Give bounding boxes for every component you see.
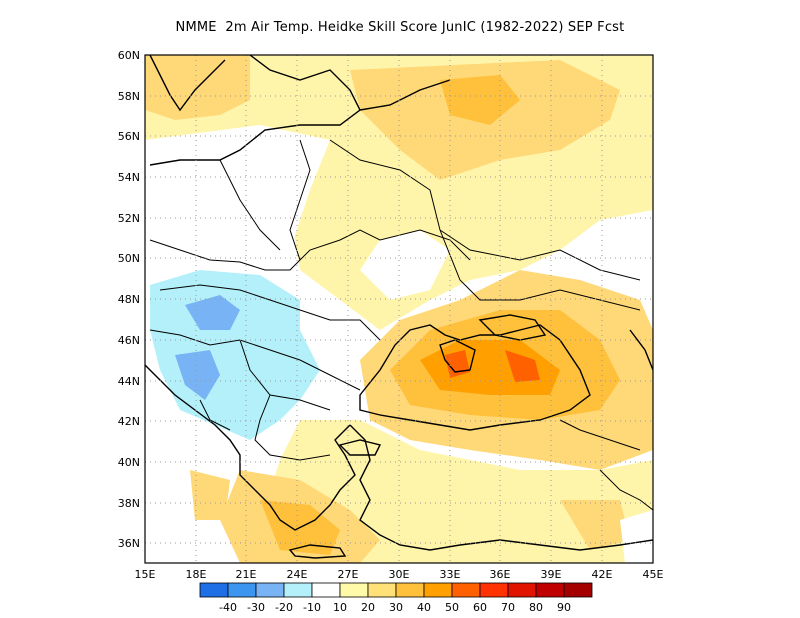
lon-label: 21E xyxy=(236,568,257,581)
field-east-orange xyxy=(560,500,630,550)
field-se-white xyxy=(620,510,653,563)
field-iberia-south xyxy=(190,470,230,520)
lon-label: 39E xyxy=(541,568,562,581)
lat-label: 50N xyxy=(118,252,140,265)
field-north-orange2 xyxy=(440,75,520,125)
colorbar-swatch xyxy=(535,582,565,598)
coastlines xyxy=(145,55,653,559)
colorbar-label: -40 xyxy=(219,601,237,614)
colorbar-swatch xyxy=(367,582,397,598)
coast-caspian xyxy=(629,329,653,371)
lon-label: 27E xyxy=(338,568,359,581)
lon-label: 42E xyxy=(592,568,613,581)
colorbar-label: 20 xyxy=(361,601,375,614)
map-title: NMME 2m Air Temp. Heidke Skill Score Jun… xyxy=(175,20,625,35)
lat-label: 44N xyxy=(118,375,140,388)
colorbar-label: 40 xyxy=(417,601,431,614)
lon-label: 24E xyxy=(287,568,308,581)
colorbar-label: -20 xyxy=(275,601,293,614)
lon-label: 45E xyxy=(643,568,664,581)
field-blue-dark2 xyxy=(175,350,220,400)
lat-label: 46N xyxy=(118,334,140,347)
lat-label: 56N xyxy=(118,130,140,143)
colorbar-swatch xyxy=(423,582,453,598)
lat-label: 60N xyxy=(118,49,140,62)
colorbar-labels: -40 -30 -20 -10 10 20 30 40 50 60 70 80 … xyxy=(219,601,571,614)
colorbar-swatch xyxy=(451,582,481,598)
colorbar-label: 50 xyxy=(445,601,459,614)
colorbar-label: 90 xyxy=(557,601,571,614)
colorbar-label: 80 xyxy=(529,601,543,614)
lon-labels: 15E 18E 21E 24E 27E 30E 33E 36E 39E 42E … xyxy=(135,568,664,581)
colorbar-swatch xyxy=(283,582,313,598)
coast-marmara xyxy=(338,439,382,456)
skill-field xyxy=(145,55,653,563)
lon-label: 15E xyxy=(135,568,156,581)
lat-label: 38N xyxy=(118,497,140,510)
colorbar xyxy=(199,582,593,598)
colorbar-swatch xyxy=(479,582,509,598)
colorbar-swatch xyxy=(227,582,257,598)
field-blue-dark xyxy=(185,295,240,330)
country-borders xyxy=(149,139,653,511)
colorbar-label: 70 xyxy=(501,601,515,614)
lat-label: 42N xyxy=(118,415,140,428)
lat-label: 52N xyxy=(118,212,140,225)
coast-adriatic xyxy=(145,364,256,491)
colorbar-swatch xyxy=(339,582,369,598)
coast-finland-gulf xyxy=(359,79,451,111)
lat-label: 54N xyxy=(118,171,140,184)
colorbar-swatch xyxy=(563,582,593,598)
colorbar-swatch xyxy=(199,582,229,598)
colorbar-swatch xyxy=(507,582,537,598)
field-crimea-red2 xyxy=(505,350,540,382)
colorbar-label: 10 xyxy=(333,601,347,614)
field-belarus-white xyxy=(360,230,450,300)
lat-label: 58N xyxy=(118,90,140,103)
lat-label: 36N xyxy=(118,537,140,550)
lat-labels: 60N 58N 56N 54N 52N 50N 48N 46N 44N 42N … xyxy=(118,49,140,550)
colorbar-label: -10 xyxy=(303,601,321,614)
colorbar-swatch xyxy=(311,582,341,598)
lat-label: 40N xyxy=(118,456,140,469)
colorbar-label: -30 xyxy=(247,601,265,614)
coast-greece xyxy=(254,424,356,531)
coast-anatolia xyxy=(349,424,653,551)
lat-label: 48N xyxy=(118,293,140,306)
map-frame xyxy=(144,54,654,564)
lon-label: 18E xyxy=(186,568,207,581)
colorbar-swatch xyxy=(395,582,425,598)
colorbar-label: 30 xyxy=(389,601,403,614)
lon-label: 36E xyxy=(490,568,511,581)
coast-azov xyxy=(478,314,547,341)
lon-label: 33E xyxy=(440,568,461,581)
colorbar-swatch xyxy=(255,582,285,598)
coast-crete xyxy=(288,544,347,559)
coast-scandinavia xyxy=(149,55,226,112)
lon-label: 30E xyxy=(389,568,410,581)
colorbar-label: 60 xyxy=(473,601,487,614)
